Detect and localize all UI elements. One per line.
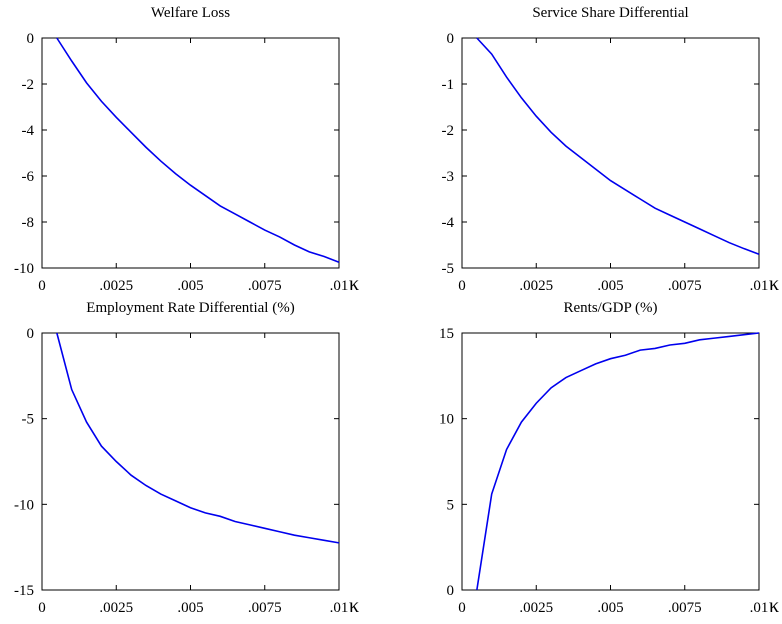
y-tick-label: -2 xyxy=(22,77,35,93)
x-axis-label: κ xyxy=(349,595,359,617)
x-tick-label: .01 xyxy=(750,278,769,294)
y-tick-label: 0 xyxy=(27,326,35,342)
x-tick-label: .0075 xyxy=(248,278,282,294)
x-axis-label: κ xyxy=(769,595,779,617)
y-tick-label: -10 xyxy=(14,497,34,513)
x-tick-label: .005 xyxy=(177,278,203,294)
x-tick-label: .005 xyxy=(177,600,203,616)
y-tick-label: -5 xyxy=(442,261,455,277)
chart-title: Rents/GDP (%) xyxy=(563,300,657,316)
plot-frame xyxy=(461,37,760,269)
x-tick-label: .01 xyxy=(330,278,349,294)
series-line xyxy=(476,332,760,591)
y-tick-label: 15 xyxy=(439,326,454,342)
x-tick-label: .0025 xyxy=(519,278,553,294)
x-tick-label: .0025 xyxy=(99,600,133,616)
plot-frame xyxy=(41,37,340,269)
series-line xyxy=(56,332,340,544)
y-tick-label: 0 xyxy=(27,31,35,47)
y-tick-label: -3 xyxy=(442,169,455,185)
x-axis-label: κ xyxy=(349,273,359,295)
chart-title: Employment Rate Differential (%) xyxy=(86,300,294,316)
plot-frame xyxy=(461,332,760,591)
y-tick-label: -8 xyxy=(22,215,35,231)
y-tick-label: -15 xyxy=(14,583,34,599)
y-tick-label: 0 xyxy=(447,31,455,47)
series-line xyxy=(56,37,340,263)
x-tick-label: .0025 xyxy=(99,278,133,294)
y-tick-label: -6 xyxy=(22,169,35,185)
x-tick-label: .01 xyxy=(330,600,349,616)
x-tick-label: .01 xyxy=(750,600,769,616)
x-tick-label: 0 xyxy=(38,278,46,294)
y-tick-label: -10 xyxy=(14,261,34,277)
y-tick-label: -1 xyxy=(442,77,455,93)
x-tick-label: .0075 xyxy=(668,278,702,294)
y-tick-label: 5 xyxy=(447,497,455,513)
chart-title: Welfare Loss xyxy=(151,5,230,21)
x-tick-label: 0 xyxy=(458,278,466,294)
x-tick-label: .0025 xyxy=(519,600,553,616)
x-tick-label: .0075 xyxy=(248,600,282,616)
series-line xyxy=(476,37,760,255)
chart-title: Service Share Differential xyxy=(532,5,688,21)
y-tick-label: -5 xyxy=(22,412,35,428)
y-tick-label: 0 xyxy=(447,583,455,599)
x-tick-label: .0075 xyxy=(668,600,702,616)
y-tick-label: 10 xyxy=(439,412,454,428)
x-tick-label: 0 xyxy=(38,600,46,616)
y-tick-label: -2 xyxy=(442,123,455,139)
y-tick-label: -4 xyxy=(442,215,455,231)
x-tick-label: .005 xyxy=(597,600,623,616)
x-tick-label: .005 xyxy=(597,278,623,294)
plot-frame xyxy=(41,332,340,591)
x-axis-label: κ xyxy=(769,273,779,295)
x-tick-label: 0 xyxy=(458,600,466,616)
y-tick-label: -4 xyxy=(22,123,35,139)
